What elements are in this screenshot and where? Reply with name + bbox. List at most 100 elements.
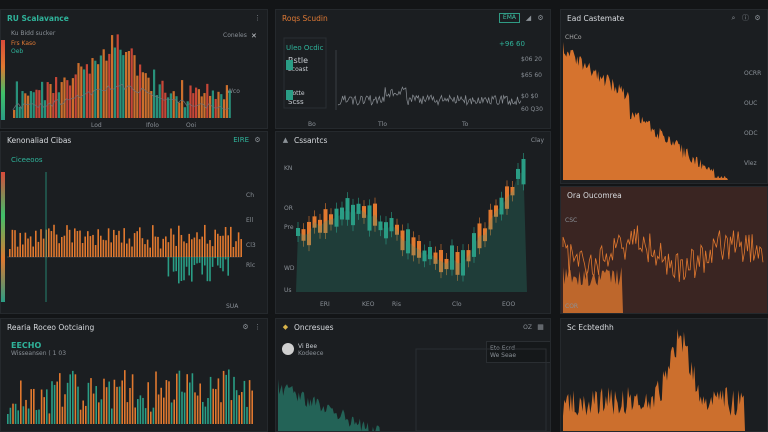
- bar: [167, 257, 170, 277]
- panel-castemate: Ead Castemate ⌕ ⓘ ⚙ CHCo OCRR OUC ODC Vl…: [560, 9, 768, 184]
- bar: [155, 371, 157, 424]
- panel-kenonaliad: Kenonaliad Cibas EIRE ⚙ Ciceeoos Ch Ell …: [0, 131, 268, 314]
- panel-title: Sc Ecbtedhh: [567, 322, 614, 332]
- area-series: [563, 329, 745, 431]
- bar: [105, 387, 108, 424]
- bar: [63, 235, 66, 257]
- bar: [83, 69, 86, 118]
- x-label: Clo: [452, 301, 462, 308]
- bar: [211, 90, 214, 118]
- bar: [220, 402, 222, 424]
- candle: [483, 228, 487, 242]
- bar: [35, 410, 38, 424]
- candle: [367, 205, 372, 231]
- bar: [243, 380, 246, 424]
- bar: [141, 72, 144, 118]
- bar: [71, 242, 73, 257]
- bar: [149, 247, 151, 257]
- bar: [224, 226, 227, 257]
- bar: [94, 60, 97, 118]
- bar: [126, 243, 128, 257]
- info-icon[interactable]: ⓘ: [742, 13, 749, 22]
- gear-icon[interactable]: ⚙: [754, 13, 761, 22]
- more-icon[interactable]: ⋮: [254, 322, 261, 331]
- p9-chart: [563, 329, 745, 431]
- chart-icon[interactable]: ◢: [525, 13, 532, 22]
- bar: [152, 225, 154, 257]
- bar: [38, 90, 41, 118]
- right-label: OZ: [523, 323, 532, 331]
- bar: [37, 241, 40, 257]
- bar: [199, 383, 201, 424]
- bar: [222, 257, 224, 272]
- bar: [38, 409, 40, 424]
- bar: [165, 236, 167, 257]
- y-value: OCRR: [744, 70, 762, 77]
- settings-icon[interactable]: ⚙: [537, 13, 544, 22]
- bar: [82, 400, 84, 424]
- candle: [494, 205, 498, 217]
- bar: [211, 246, 214, 257]
- bar: [33, 388, 35, 424]
- bar: [183, 257, 185, 281]
- search-icon[interactable]: ⌕: [731, 13, 736, 22]
- bar: [22, 244, 24, 257]
- right-label: EIRE: [233, 136, 249, 144]
- avatar[interactable]: [282, 343, 294, 355]
- bar: [204, 406, 207, 424]
- bar: [35, 89, 38, 118]
- settings-icon[interactable]: ⚙: [242, 322, 249, 331]
- bar: [214, 229, 216, 257]
- menu-icon[interactable]: ⋮: [254, 13, 261, 22]
- bar: [48, 228, 50, 257]
- close-icon[interactable]: ✕: [251, 32, 257, 40]
- bar: [192, 93, 195, 118]
- bar: [178, 102, 181, 118]
- bar: [172, 234, 175, 257]
- bar: [186, 101, 189, 118]
- bar: [98, 402, 100, 424]
- bar: [51, 381, 53, 424]
- bar: [181, 80, 184, 118]
- label: Kodeece: [298, 350, 324, 357]
- swatch: [286, 60, 293, 70]
- label: Ecoast: [288, 66, 308, 73]
- bar: [142, 397, 144, 424]
- panel-oucomrea: Ora Oucomrea CSC COR: [560, 186, 768, 314]
- ema-button[interactable]: EMA: [498, 13, 520, 23]
- bar: [222, 235, 224, 257]
- bar: [219, 235, 222, 257]
- candle: [433, 252, 438, 264]
- bar: [201, 257, 203, 275]
- panel-rearia: Rearia Roceo Ootciaing ⚙ ⋮ EECHO Wissean…: [0, 318, 268, 432]
- price-label: Rstle: [288, 56, 309, 65]
- legend-a: Frs Kaso: [11, 40, 36, 47]
- bar: [97, 229, 99, 257]
- candle: [444, 258, 449, 270]
- bar: [102, 49, 105, 118]
- bar: [176, 373, 178, 424]
- settings-icon[interactable]: ⚙: [254, 135, 261, 144]
- legend-item: We Seae: [490, 352, 517, 359]
- bar: [198, 257, 201, 263]
- bar: [228, 369, 230, 424]
- bar: [14, 230, 16, 257]
- bar: [160, 387, 162, 424]
- bar: [248, 380, 251, 424]
- bar: [9, 249, 11, 257]
- bar: [61, 406, 64, 424]
- y-value: Ch: [246, 192, 254, 199]
- grid-icon[interactable]: ▦: [537, 322, 544, 331]
- bar: [183, 107, 186, 118]
- panel-title: Oncresues: [294, 322, 334, 332]
- candle: [301, 229, 306, 241]
- p6-chart: [562, 225, 764, 313]
- bar: [68, 229, 71, 257]
- bar: [16, 246, 19, 257]
- bar: [100, 235, 102, 257]
- bar: [204, 224, 206, 257]
- y-value: Vlez: [744, 160, 757, 167]
- candle: [296, 228, 300, 236]
- bar: [237, 232, 240, 257]
- bar: [21, 91, 24, 118]
